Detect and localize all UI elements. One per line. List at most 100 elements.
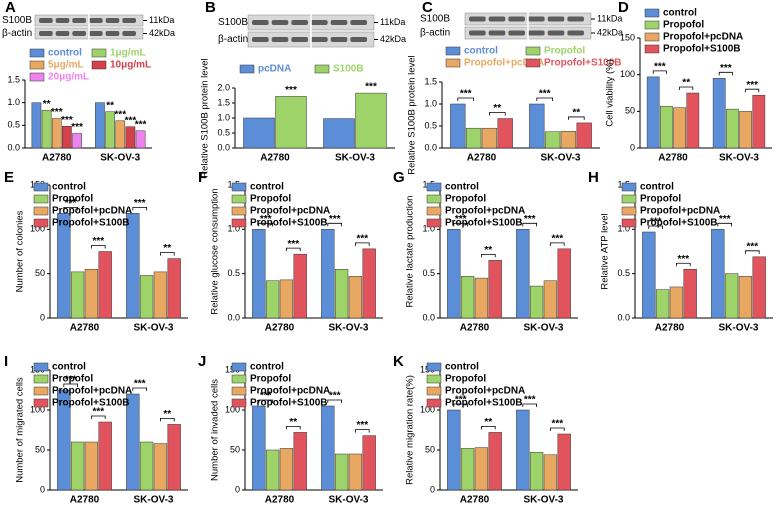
y-tick-label: 0.5 — [217, 127, 230, 137]
bar — [655, 289, 670, 319]
bar — [167, 424, 181, 491]
bracket-label: ** — [484, 417, 492, 428]
x-tick-label: SK-OV-3 — [100, 153, 140, 164]
bracket — [286, 247, 301, 252]
bracket — [676, 262, 691, 267]
y-tick-label: 50 — [35, 268, 45, 278]
blot-band — [488, 16, 506, 22]
bar — [516, 229, 530, 319]
x-tick-label: SK-OV-3 — [328, 495, 368, 506]
bar — [362, 248, 376, 319]
y-tick-label: 0.5 — [422, 268, 435, 278]
y-tick-label: 50 — [230, 444, 240, 454]
y-tick-label: 0 — [630, 142, 635, 152]
bar — [321, 229, 335, 319]
blot-band — [330, 20, 348, 25]
significance-label: *** — [125, 115, 137, 126]
bar — [474, 277, 489, 319]
bracket-label: ** — [163, 409, 171, 420]
legend-label: Propofol — [250, 194, 291, 205]
bracket-label: *** — [746, 80, 758, 91]
blot-band — [72, 18, 86, 23]
bar — [712, 78, 726, 149]
legend-swatch — [426, 206, 442, 216]
y-tick-label: 1.0 — [227, 224, 240, 234]
legend-label: Propofol — [663, 20, 704, 31]
bar — [135, 130, 146, 149]
legend-label: control — [52, 182, 86, 193]
legend-swatch — [231, 182, 247, 192]
x-tick-label: SK-OV-3 — [133, 323, 173, 334]
y-axis-label: Relative glucose consumption — [210, 188, 221, 314]
legend-swatch — [426, 218, 442, 228]
blot-band — [291, 20, 308, 25]
panel-letter: F — [198, 169, 207, 186]
legend-label: control — [445, 182, 479, 193]
blot-label: β-actin — [218, 34, 248, 45]
y-tick-label: 0.0 — [617, 312, 630, 322]
bar — [726, 108, 739, 149]
legend-label: control — [250, 362, 284, 373]
bracket — [91, 415, 106, 419]
legend-swatch — [426, 374, 442, 384]
y-axis-label: Cell viability (%) — [605, 59, 616, 127]
y-tick-label: 1.0 — [422, 224, 435, 234]
legend-swatch — [33, 194, 49, 204]
bracket — [286, 426, 301, 430]
bracket-label: *** — [356, 233, 368, 244]
significance-label: *** — [71, 122, 83, 133]
blot-band — [547, 30, 565, 36]
y-axis-label: Relative S100B protein level — [200, 58, 211, 177]
blot-band — [72, 31, 86, 36]
y-tick-label: 0.5 — [424, 120, 437, 130]
bar — [153, 443, 168, 491]
legend-swatch — [91, 48, 107, 58]
bracket — [132, 387, 147, 391]
blot-band — [528, 16, 545, 22]
bar — [348, 453, 363, 491]
legend-swatch — [231, 206, 247, 216]
bar — [543, 280, 558, 319]
legend-label: Propofol+pcDNA — [445, 386, 525, 397]
legend-label: Propofol — [640, 194, 681, 205]
bracket-label: ** — [289, 417, 297, 428]
blot-band — [567, 30, 584, 36]
blot-band — [89, 31, 103, 36]
bar — [488, 260, 502, 319]
bracket-label: *** — [260, 391, 272, 402]
blot-band — [89, 18, 103, 23]
y-tick-label: 1.0 — [424, 98, 437, 108]
y-tick-label: 0.0 — [217, 142, 230, 152]
legend-swatch — [33, 218, 49, 228]
legend-swatch — [33, 374, 49, 384]
y-tick-label: 1.0 — [7, 97, 20, 107]
legend-label: Propofol+S100B — [445, 218, 523, 229]
legend-swatch — [33, 386, 49, 396]
bracket — [160, 418, 175, 422]
y-tick-label: 100 — [225, 404, 240, 414]
significance-label: *** — [114, 109, 126, 120]
y-tick-label: 0.5 — [617, 268, 630, 278]
bracket — [717, 222, 732, 227]
blot-band — [488, 30, 506, 36]
legend-label: Propofol+pcDNA — [250, 386, 330, 397]
x-tick-label: A2780 — [655, 323, 685, 334]
y-tick-label: 100 — [30, 224, 45, 234]
legend-swatch — [525, 58, 541, 68]
legend-swatch — [644, 20, 660, 30]
legend-label: Propofol — [52, 194, 93, 205]
blot-label: S100B — [2, 15, 32, 26]
legend-label: Propofol+pcDNA — [464, 58, 544, 69]
panel-letter: B — [205, 0, 216, 16]
bracket — [489, 112, 506, 116]
x-tick-label: A2780 — [658, 153, 688, 164]
y-tick-label: 0.0 — [7, 142, 20, 152]
bracket — [258, 399, 273, 403]
bar — [95, 102, 105, 149]
legend-label: Propofol+S100B — [445, 398, 523, 409]
legend-swatch — [426, 386, 442, 396]
bracket — [132, 206, 147, 211]
legend-label: control — [250, 182, 284, 193]
bar — [265, 280, 280, 319]
y-tick-label: 0.0 — [424, 142, 437, 152]
